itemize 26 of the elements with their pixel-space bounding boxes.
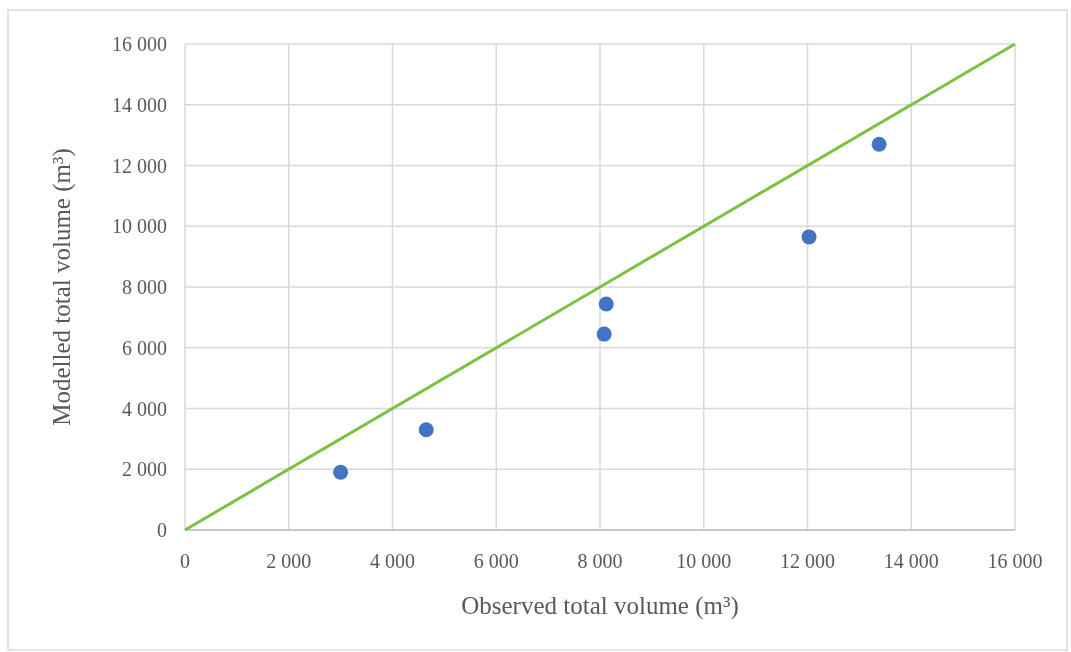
y-axis-title: Modelled total volume (m³) [48, 148, 76, 426]
x-tick-label: 0 [180, 550, 190, 572]
x-tick-label: 14 000 [883, 550, 939, 572]
point [418, 422, 434, 438]
x-axis-title: Observed total volume (m³) [461, 592, 739, 620]
point [801, 229, 817, 245]
y-tick-label: 8 000 [122, 276, 167, 298]
y-tick-label: 0 [157, 519, 167, 541]
x-tick-label: 6 000 [473, 550, 519, 572]
y-tick-label: 14 000 [112, 93, 167, 116]
y-tick-label: 12 000 [112, 154, 167, 177]
y-tick-label: 2 000 [122, 458, 167, 481]
x-tick-label: 10 000 [676, 550, 732, 572]
y-tick-label: 6 000 [122, 336, 167, 359]
y-tick-label: 4 000 [122, 397, 167, 420]
point [596, 326, 612, 342]
y-tick-label: 16 000 [112, 33, 167, 55]
point [871, 136, 887, 152]
y-tick-label: 10 000 [112, 215, 167, 238]
point [333, 464, 349, 480]
x-tick-label: 16 000 [987, 550, 1043, 572]
x-tick-label: 2 000 [266, 550, 312, 572]
point [598, 296, 614, 312]
x-tick-label: 8 000 [577, 550, 623, 572]
x-tick-label: 12 000 [780, 550, 835, 572]
x-tick-label: 4 000 [370, 550, 415, 572]
